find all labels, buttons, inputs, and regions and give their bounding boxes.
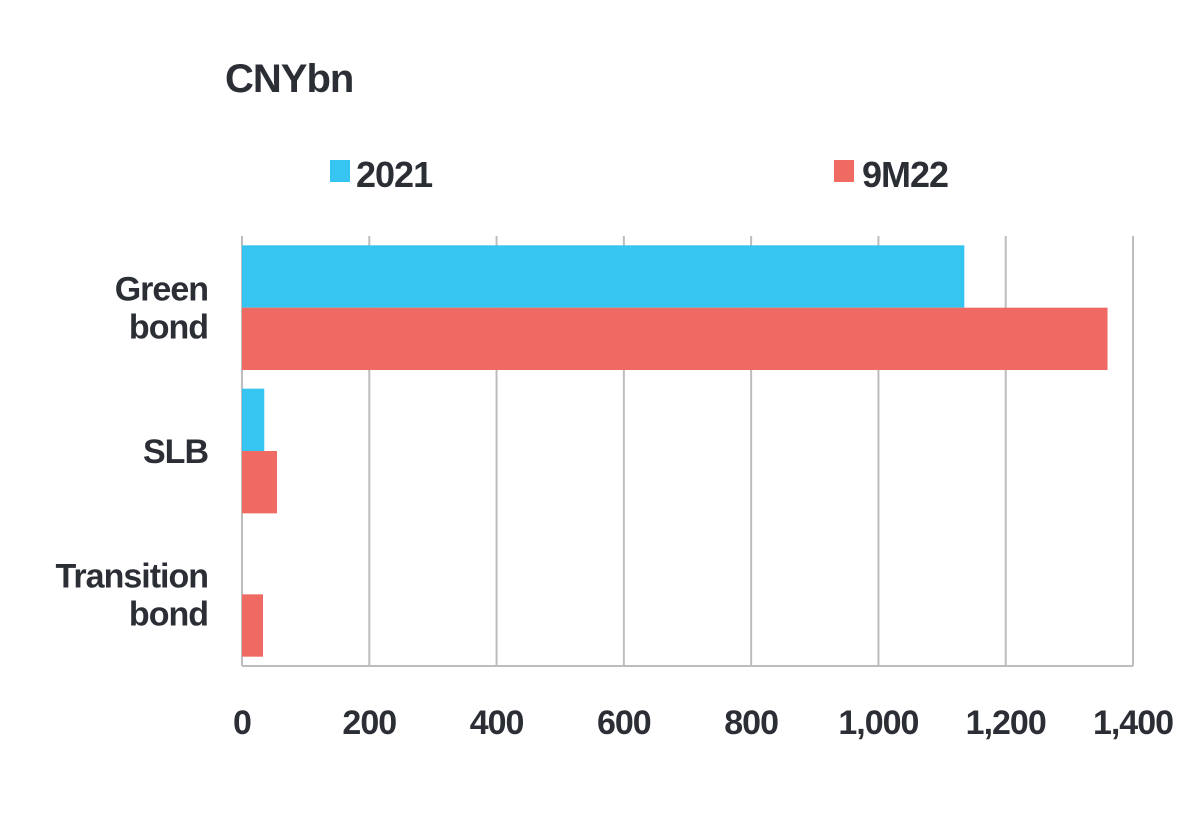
x-axis-tick-labels: 0 200 400 600 800 1,000 1,200 1,400 [233, 704, 1174, 742]
tick-label-600: 600 [597, 704, 651, 742]
bars [242, 245, 1108, 657]
tick-label-0: 0 [233, 704, 251, 742]
category-label-transition-bond-line0: Transition [56, 557, 208, 595]
category-label-green-bond-line1: bond [129, 309, 208, 347]
tick-label-1400: 1,400 [1093, 704, 1173, 742]
bar-9m22-slb [242, 451, 278, 514]
bar-9m22-green-bond [242, 307, 1108, 371]
category-label-green-bond-line0: Green [115, 271, 208, 309]
category-label-slb-line0: SLB [143, 433, 208, 471]
bar-9m22-transition-bond [242, 594, 264, 657]
bar-2021-green-bond [242, 245, 965, 308]
legend-swatch-2021 [330, 160, 350, 182]
unit-label: CNYbn [225, 57, 353, 101]
tick-label-800: 800 [724, 704, 778, 742]
tick-label-1200: 1,200 [966, 704, 1046, 742]
tick-label-400: 400 [470, 704, 524, 742]
tick-label-1000: 1,000 [838, 704, 918, 742]
tick-label-200: 200 [342, 704, 396, 742]
legend: 2021 9M22 [330, 154, 949, 195]
category-label-transition-bond-line1: bond [129, 595, 208, 633]
legend-label-9m22: 9M22 [862, 154, 948, 195]
legend-label-2021: 2021 [356, 154, 433, 195]
legend-swatch-9m22 [834, 160, 854, 182]
bar-2021-slb [242, 388, 265, 451]
